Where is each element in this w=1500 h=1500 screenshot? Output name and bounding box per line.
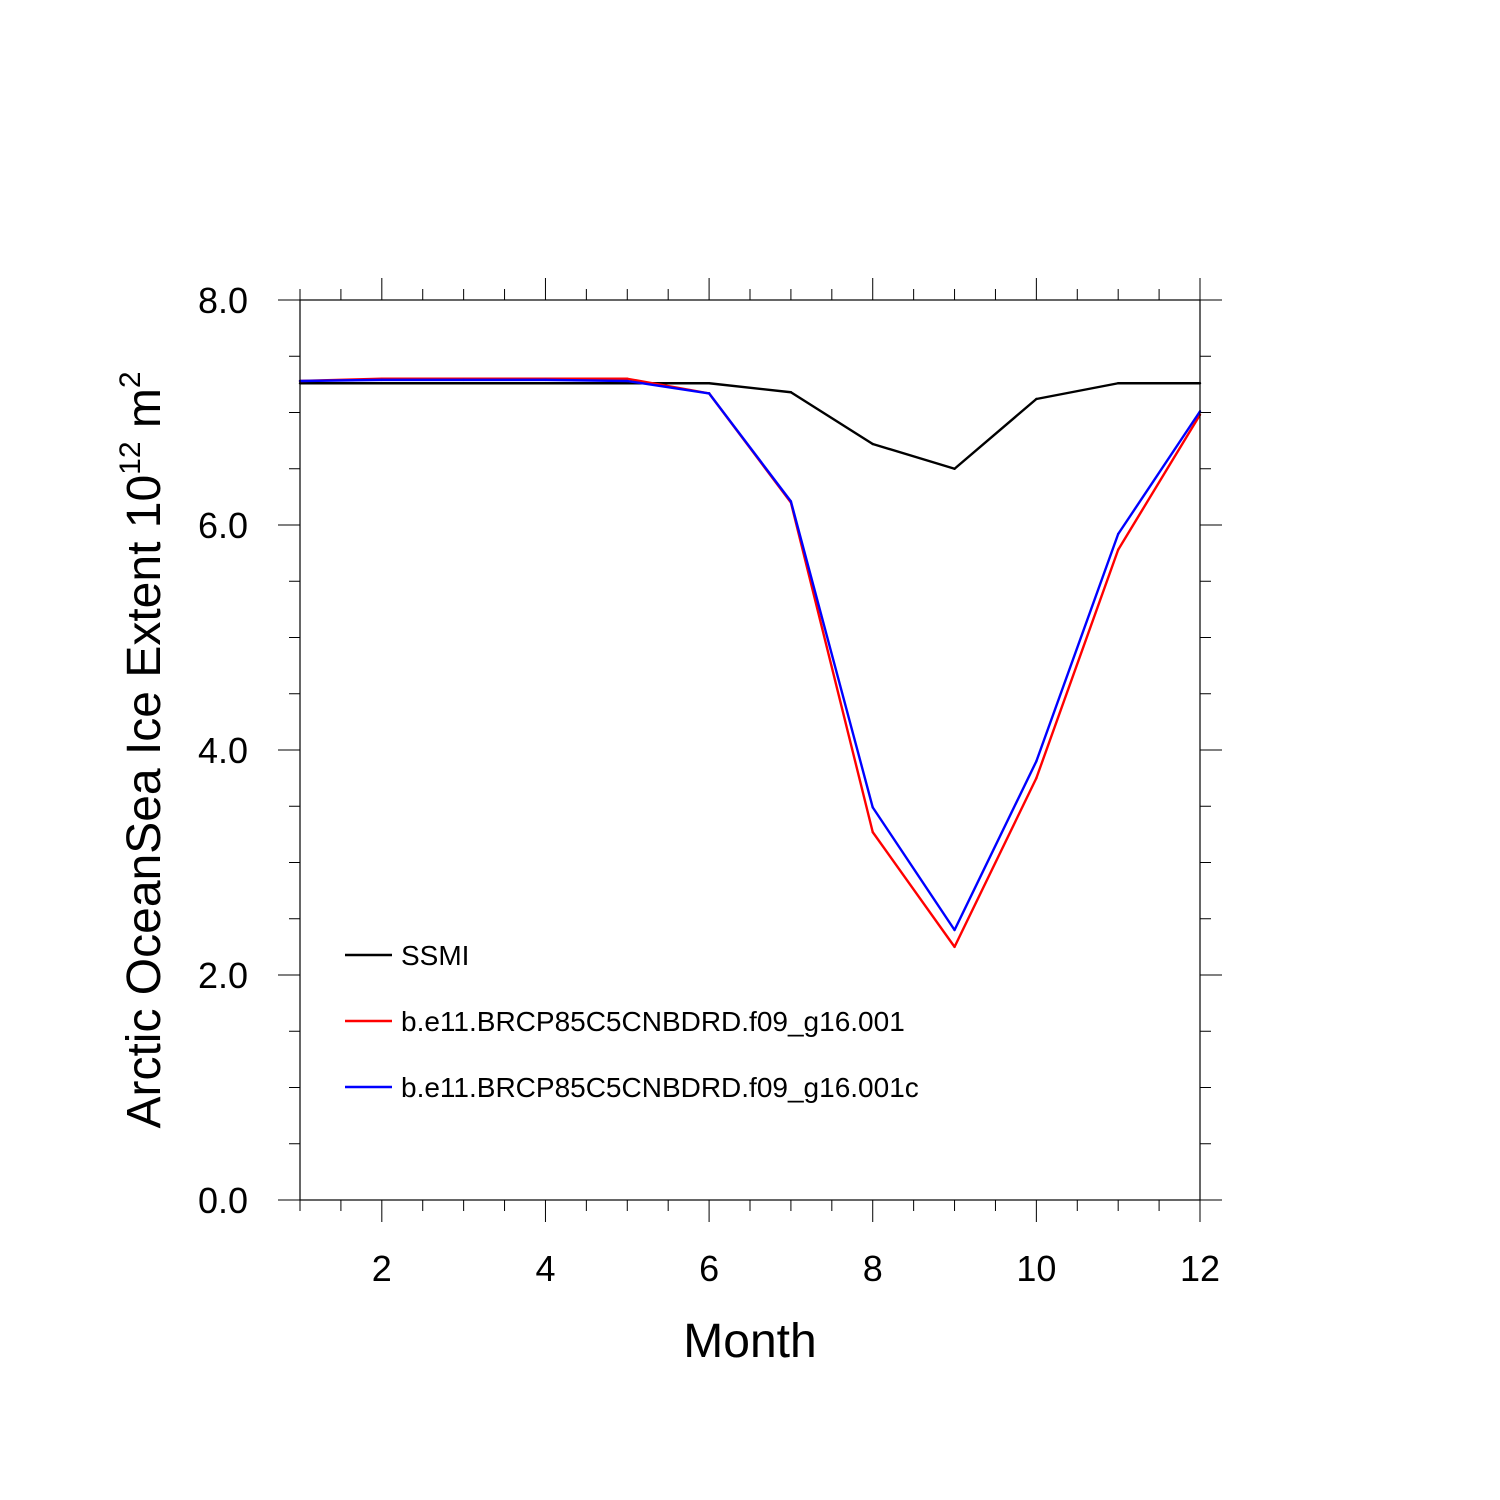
data-point — [1035, 397, 1038, 401]
data-point — [789, 391, 793, 394]
y-tick-label: 4.0 — [198, 730, 248, 771]
data-point — [871, 442, 874, 446]
plot-frame — [299, 299, 1201, 1201]
y-axis-title-exponent: 12 — [114, 441, 147, 474]
x-tick-label: 2 — [372, 1248, 392, 1289]
data-point — [871, 806, 874, 809]
data-point — [1116, 532, 1120, 536]
major-ticks — [278, 278, 1222, 1222]
data-point — [1116, 548, 1120, 551]
minor-ticks — [289, 289, 1211, 1211]
legend-label: b.e11.BRCP85C5CNBDRD.f09_g16.001c — [401, 1072, 919, 1103]
y-tick-labels: 0.0 2.0 4.0 6.0 8.0 — [198, 280, 248, 1221]
data-point — [707, 382, 711, 385]
data-point — [544, 382, 547, 385]
data-point — [626, 382, 629, 385]
y-axis-title-unit: m — [118, 388, 171, 428]
data-point — [953, 467, 956, 470]
data-point — [1116, 382, 1120, 385]
data-point — [953, 928, 956, 932]
legend-label: SSMI — [401, 940, 469, 971]
series-1 — [298, 382, 1202, 470]
y-axis-title-unit-exponent: 2 — [114, 371, 147, 388]
series-line — [300, 382, 1200, 470]
data-point — [626, 377, 629, 380]
y-axis-title: Arctic OceanSea Ice Extent 1012 m2 — [114, 371, 171, 1128]
y-tick-label: 8.0 — [198, 280, 248, 321]
data-point — [789, 500, 793, 503]
y-tick-label: 6.0 — [198, 505, 248, 546]
x-tick-label: 12 — [1180, 1248, 1220, 1289]
series-line — [299, 377, 1202, 949]
data-point — [462, 378, 465, 382]
x-tick-label: 4 — [535, 1248, 555, 1289]
y-tick-label: 2.0 — [198, 955, 248, 996]
x-tick-label: 8 — [863, 1248, 883, 1289]
legend-item: b.e11.BRCP85C5CNBDRD.f09_g16.001 — [345, 1006, 905, 1037]
series-lines — [298, 377, 1202, 949]
legend: SSMI b.e11.BRCP85C5CNBDRD.f09_g16.001 b.e1… — [345, 940, 919, 1103]
data-point — [626, 379, 629, 383]
x-axis-title: Month — [683, 1315, 816, 1368]
data-point — [871, 830, 874, 834]
data-point — [380, 378, 384, 382]
x-tick-label: 10 — [1016, 1248, 1056, 1289]
x-tick-labels: 2 4 6 8 10 12 — [372, 1248, 1220, 1289]
series-3 — [298, 378, 1202, 932]
data-point — [1035, 776, 1038, 780]
data-point — [544, 378, 547, 382]
data-point — [380, 382, 384, 385]
data-point — [953, 945, 956, 949]
series-line — [299, 378, 1201, 932]
data-point — [462, 382, 465, 385]
legend-label: b.e11.BRCP85C5CNBDRD.f09_g16.001 — [401, 1006, 905, 1037]
y-tick-label: 0.0 — [198, 1180, 248, 1221]
legend-item: b.e11.BRCP85C5CNBDRD.f09_g16.001c — [345, 1072, 919, 1103]
x-tick-label: 6 — [699, 1248, 719, 1289]
data-point — [707, 392, 711, 395]
legend-item: SSMI — [345, 940, 469, 971]
y-axis-title-main: Arctic OceanSea Ice Extent 10 — [118, 475, 171, 1129]
series-2 — [298, 377, 1202, 949]
y-axis-title-spacer — [118, 428, 171, 441]
data-point — [1035, 760, 1038, 763]
